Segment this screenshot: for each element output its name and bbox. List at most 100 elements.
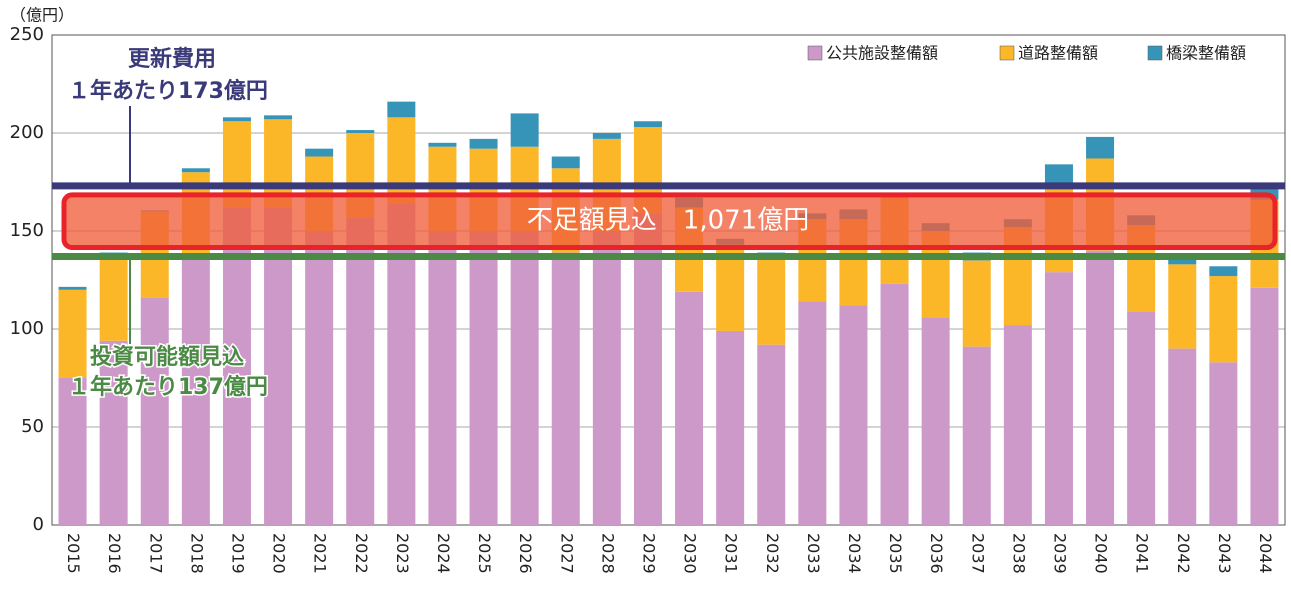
x-tick-label: 2032 xyxy=(763,533,782,574)
x-tick-label: 2019 xyxy=(228,533,247,574)
bar-segment xyxy=(222,117,251,122)
bar-segment xyxy=(551,252,580,525)
y-tick-label: 0 xyxy=(33,514,44,535)
bar-segment xyxy=(140,297,169,525)
x-tick-label: 2043 xyxy=(1215,533,1234,574)
bar-segment xyxy=(1168,264,1197,349)
bar-segment xyxy=(798,301,827,525)
legend-swatch xyxy=(1147,45,1163,61)
bar-segment xyxy=(1209,362,1238,525)
x-tick-label: 2024 xyxy=(434,533,453,574)
legend-label: 橋梁整備額 xyxy=(1166,44,1246,63)
y-tick-label: 50 xyxy=(21,416,44,437)
bar-segment xyxy=(592,231,621,525)
x-tick-label: 2025 xyxy=(475,533,494,574)
x-tick-label: 2018 xyxy=(187,533,206,574)
bar-segment xyxy=(1127,311,1156,525)
bar-segment xyxy=(551,156,580,169)
y-tick-label: 200 xyxy=(10,122,44,143)
bar-segment xyxy=(1209,266,1238,277)
x-tick-label: 2031 xyxy=(722,533,741,574)
bar-segment xyxy=(58,378,87,525)
x-tick-label: 2029 xyxy=(639,533,658,574)
y-unit: （億円） xyxy=(10,6,74,25)
bar-segment xyxy=(1250,287,1279,525)
reference-text: １年あたり173億円 xyxy=(68,78,268,104)
bar-segment xyxy=(469,138,498,149)
legend-label: 公共施設整備額 xyxy=(826,44,938,63)
reference-text: １年あたり137億円 xyxy=(68,374,268,400)
bar-segment xyxy=(469,231,498,525)
reference-text: 更新費用 xyxy=(128,46,216,72)
x-tick-label: 2035 xyxy=(886,533,905,574)
x-tick-label: 2039 xyxy=(1050,533,1069,574)
bar-segment xyxy=(633,213,662,526)
x-tick-label: 2028 xyxy=(598,533,617,574)
bar-segment xyxy=(99,340,128,525)
x-tick-label: 2033 xyxy=(804,533,823,574)
legend-label: 道路整備額 xyxy=(1018,44,1098,63)
x-tick-label: 2034 xyxy=(845,533,864,574)
bar-segment xyxy=(99,254,128,341)
bar-segment xyxy=(1168,348,1197,525)
bar-segment xyxy=(387,117,416,204)
bar-segment xyxy=(346,217,375,525)
x-tick-label: 2042 xyxy=(1174,533,1193,574)
bar-segment xyxy=(181,256,210,525)
bar-segment xyxy=(921,317,950,525)
shortfall-box xyxy=(61,192,1278,250)
x-tick-label: 2037 xyxy=(968,533,987,574)
x-tick-label: 2036 xyxy=(927,533,946,574)
bar-segment xyxy=(675,291,704,525)
bar-segment xyxy=(633,121,662,128)
bar-segment xyxy=(428,231,457,525)
bar-segment xyxy=(1044,164,1073,188)
bar-segment xyxy=(264,115,293,120)
shortfall-text: 不足額見込 1,071億円 xyxy=(527,206,809,236)
legend-swatch xyxy=(999,45,1015,61)
x-tick-label: 2022 xyxy=(352,533,371,574)
bar-segment xyxy=(962,260,991,347)
bar-segment xyxy=(222,207,251,526)
x-tick-label: 2015 xyxy=(64,533,83,574)
bar-segment xyxy=(181,168,210,173)
x-tick-label: 2020 xyxy=(270,533,289,574)
x-tick-label: 2023 xyxy=(393,533,412,574)
bar-segment xyxy=(58,286,87,290)
bar-segment xyxy=(387,101,416,118)
x-tick-label: 2027 xyxy=(557,533,576,574)
bar-segment xyxy=(346,130,375,133)
x-tick-label: 2030 xyxy=(681,533,700,574)
reference-text: 投資可能額見込 xyxy=(90,344,244,370)
bar-segment xyxy=(592,133,621,139)
x-tick-label: 2026 xyxy=(516,533,535,574)
x-tick-label: 2041 xyxy=(1133,533,1152,574)
bar-segment xyxy=(305,148,334,157)
bar-segment xyxy=(387,203,416,525)
bar-segment xyxy=(1086,250,1115,525)
bar-segment xyxy=(1086,136,1115,159)
bar-segment xyxy=(962,346,991,525)
x-tick-label: 2021 xyxy=(311,533,330,574)
bar-segment xyxy=(1003,325,1032,525)
x-tick-label: 2038 xyxy=(1009,533,1028,574)
bar-segment xyxy=(1209,276,1238,363)
bar-segment xyxy=(716,330,745,525)
y-tick-label: 150 xyxy=(10,220,44,241)
bar-segment xyxy=(264,207,293,526)
bar-segment xyxy=(428,142,457,147)
y-tick-label: 100 xyxy=(10,318,44,339)
bar-segment xyxy=(510,231,539,525)
legend-swatch xyxy=(807,45,823,61)
x-tick-label: 2016 xyxy=(105,533,124,574)
bar-segment xyxy=(305,231,334,525)
y-tick-label: 250 xyxy=(10,24,44,45)
bar-segment xyxy=(757,258,786,345)
x-tick-label: 2017 xyxy=(146,533,165,574)
bar-segment xyxy=(1168,258,1197,265)
bar-segment xyxy=(510,113,539,147)
x-tick-label: 2040 xyxy=(1092,533,1111,574)
bar-segment xyxy=(880,283,909,525)
bar-segment xyxy=(757,344,786,525)
